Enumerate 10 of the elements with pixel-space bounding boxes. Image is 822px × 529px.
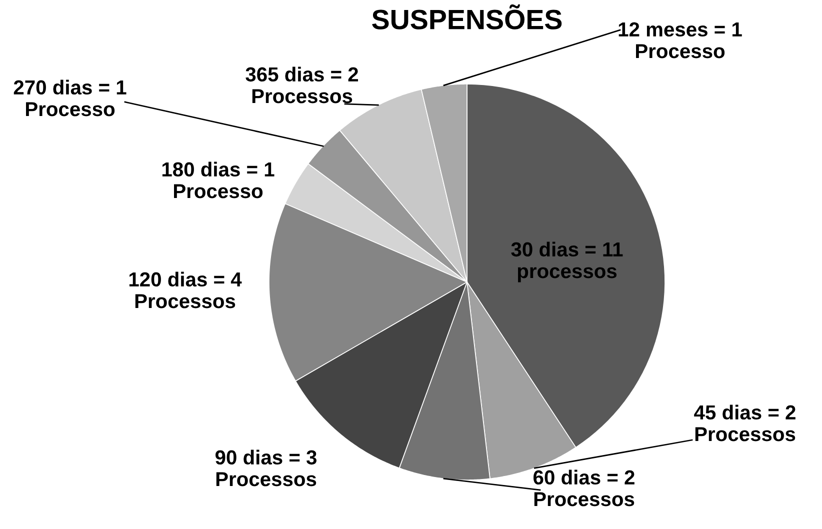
slice-label: 180 dias = 1 Processo <box>162 162 274 198</box>
slice-label: 30 dias = 11 processos <box>511 242 623 282</box>
slice-label: 120 dias = 4 Processos <box>129 272 242 308</box>
slice-label: 60 dias = 2 Processos <box>534 470 634 506</box>
slice-label: 45 dias = 2 Processos <box>694 404 796 442</box>
chart-title: SUSPENSÕES <box>372 4 562 30</box>
slice-label: 90 dias = 3 Processos <box>215 450 316 486</box>
slice-label: 12 meses = 1 Processo <box>618 22 742 58</box>
slice-label: 365 dias = 2 Processos <box>246 66 358 104</box>
slice-label: 270 dias = 1 Processo <box>14 80 126 116</box>
